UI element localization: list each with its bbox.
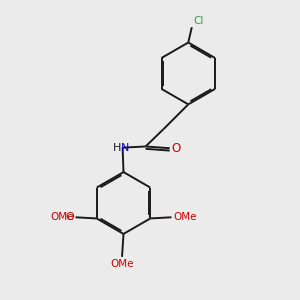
Text: O: O — [172, 142, 181, 155]
Text: H: H — [113, 142, 122, 153]
Text: N: N — [121, 142, 129, 153]
Text: Cl: Cl — [193, 16, 203, 26]
Text: O: O — [65, 212, 74, 222]
Text: OMe: OMe — [173, 212, 196, 222]
Text: OMe: OMe — [51, 212, 74, 222]
Text: OMe: OMe — [110, 259, 134, 269]
